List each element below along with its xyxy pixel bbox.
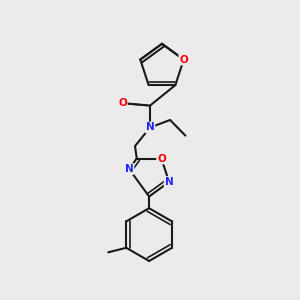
Text: O: O [179, 55, 188, 64]
Text: O: O [118, 98, 127, 108]
Text: N: N [146, 122, 154, 133]
Text: N: N [165, 177, 173, 187]
Text: N: N [125, 164, 134, 174]
Text: O: O [157, 154, 166, 164]
